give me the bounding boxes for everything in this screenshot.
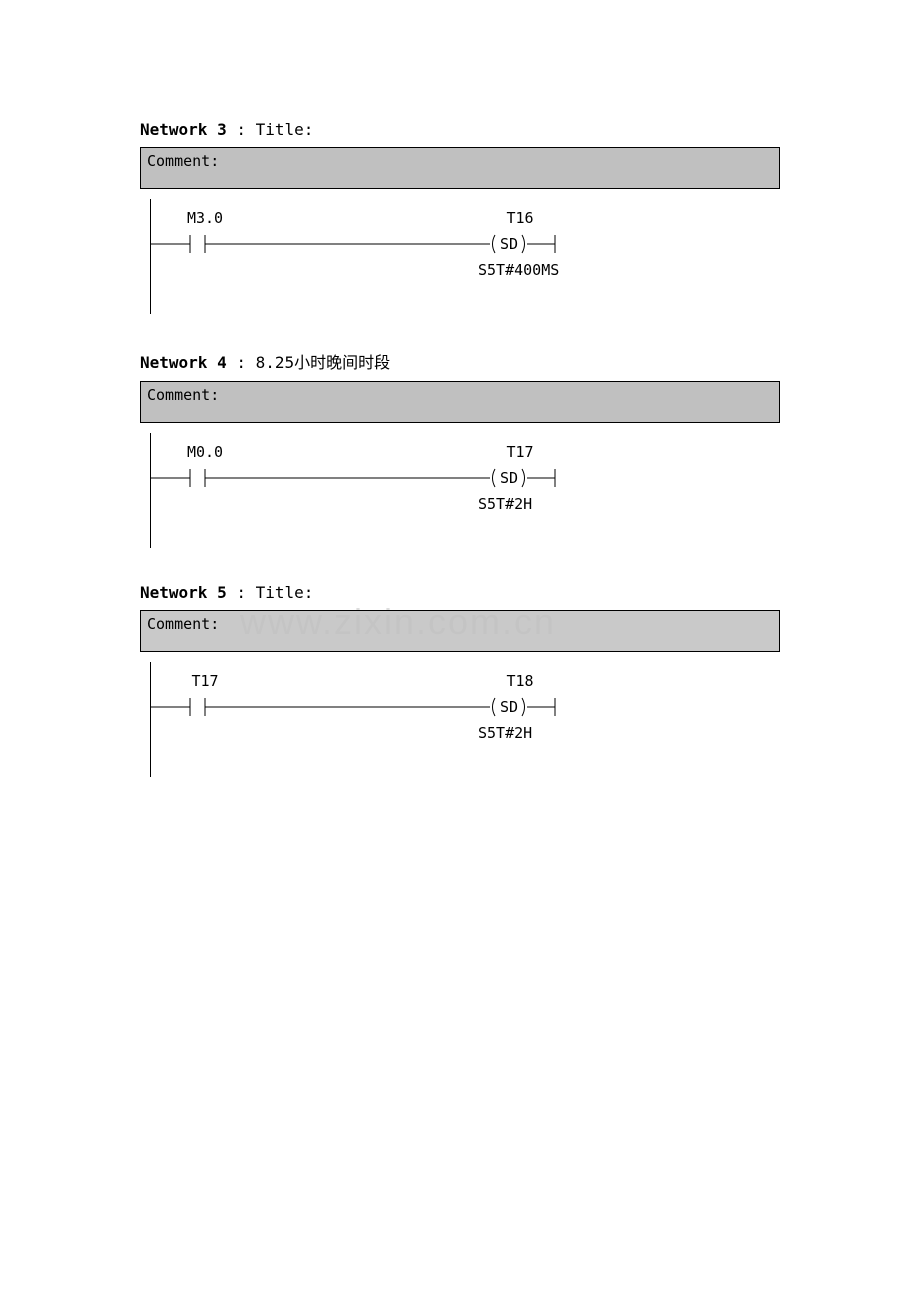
coil-type-text: SD [500,698,518,716]
ladder-rung-svg: SD [150,229,570,264]
time-value: S5T#2H [478,495,532,513]
network-title: Title: [256,583,314,602]
ladder-diagram: T17 T18 SD S5T#2H [140,662,780,777]
time-value: S5T#2H [478,724,532,742]
network-title: 8.25小时晚间时段 [256,353,391,372]
coil-label: T18 [490,672,550,690]
coil-type-text: SD [500,469,518,487]
comment-label: Comment: [147,386,219,404]
comment-label: Comment: [147,152,219,170]
comment-box: Comment: [140,147,780,189]
network-label: Network 5 [140,583,227,602]
ladder-diagram: M0.0 T17 SD S5T#2H [140,433,780,548]
network-section: Network 4 : 8.25小时晚间时段 Comment: M0.0 T17… [140,349,780,548]
contact-label: M0.0 [175,443,235,461]
coil-type-text: SD [500,235,518,253]
ladder-rung-svg: SD [150,692,570,727]
network-section: Network 5 : Title: www.zixin.com.cn Comm… [140,583,780,777]
ladder-diagram: M3.0 T16 SD S5T#400MS [140,199,780,314]
comment-box: Comment: [140,610,780,652]
network-label: Network 3 [140,120,227,139]
time-value: S5T#400MS [478,261,559,279]
comment-box: Comment: [140,381,780,423]
network-section: Network 3 : Title: Comment: M3.0 T16 SD … [140,120,780,314]
network-separator: : [227,583,256,602]
ladder-rung-svg: SD [150,463,570,498]
comment-label: Comment: [147,615,219,633]
contact-label: T17 [175,672,235,690]
network-separator: : [227,353,256,372]
network-label: Network 4 [140,353,227,372]
coil-label: T16 [490,209,550,227]
contact-label: M3.0 [175,209,235,227]
network-title: Title: [256,120,314,139]
coil-label: T17 [490,443,550,461]
network-header: Network 3 : Title: [140,120,780,139]
network-header: Network 5 : Title: [140,583,780,602]
network-separator: : [227,120,256,139]
network-header: Network 4 : 8.25小时晚间时段 [140,349,780,373]
